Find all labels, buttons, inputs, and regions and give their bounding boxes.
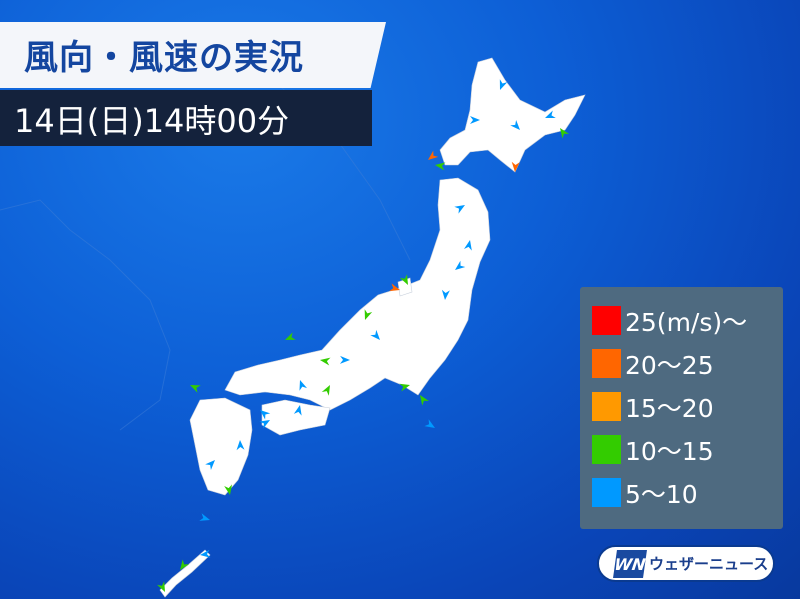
legend-label: 25(m/s)〜 — [625, 307, 748, 337]
legend-swatch — [592, 349, 621, 378]
legend-swatch — [592, 478, 621, 507]
wind-speed-legend: 25(m/s)〜 20〜25 15〜20 10〜15 5〜10 — [580, 287, 783, 529]
shikoku — [261, 399, 331, 436]
legend-swatch — [592, 306, 621, 335]
observation-datetime: 14日(日)14時00分 — [14, 102, 290, 140]
legend-swatch — [592, 435, 621, 464]
wind-arrow — [259, 420, 270, 429]
legend-item: 5〜10 — [592, 471, 783, 514]
title-band — [0, 22, 386, 88]
wind-arrow — [499, 79, 508, 90]
legend-label: 10〜15 — [625, 436, 714, 466]
wind-arrow — [441, 289, 450, 300]
legend-swatch — [592, 392, 621, 421]
wind-arrow — [320, 357, 331, 366]
legend-item: 20〜25 — [592, 342, 783, 385]
wind-arrow — [364, 309, 373, 320]
wind-arrow — [399, 274, 408, 285]
wind-arrow — [510, 119, 520, 130]
wind-arrow — [205, 460, 215, 470]
kyushu — [189, 397, 253, 496]
wind-arrows — [157, 79, 570, 592]
wind-arrow — [455, 260, 466, 270]
logo-text: ウェザーニュース — [649, 555, 769, 573]
wind-arrow — [200, 549, 211, 558]
wind-arrow — [560, 128, 570, 139]
wind-arrow — [180, 559, 190, 570]
wind-arrow — [321, 385, 330, 396]
wind-arrow — [464, 239, 472, 251]
legend-item: 15〜20 — [592, 385, 783, 428]
wind-arrow — [470, 116, 480, 124]
page-title: 風向・風速の実況 — [24, 38, 304, 78]
wind-arrow — [224, 484, 233, 495]
wind-arrow — [399, 383, 410, 392]
honshu — [224, 177, 491, 411]
legend-label: 15〜20 — [625, 393, 714, 423]
land-areas — [159, 57, 586, 598]
wind-arrow — [260, 410, 271, 420]
legend-item: 25(m/s)〜 — [592, 299, 783, 342]
wind-arrow — [424, 419, 435, 428]
wind-arrow — [236, 440, 245, 451]
weathernews-logo: WN ウェザーニュース — [597, 545, 775, 582]
wind-arrow — [199, 513, 210, 521]
wind-arrow — [544, 110, 556, 118]
wind-arrow — [454, 205, 465, 214]
wind-arrow — [299, 380, 308, 391]
wind-arrow — [370, 329, 380, 340]
okinawa-islands — [159, 549, 211, 598]
wn-logo-mark: WN — [613, 549, 647, 578]
wind-arrow — [420, 395, 429, 406]
legend-item: 10〜15 — [592, 428, 783, 471]
datetime-band — [0, 90, 372, 146]
wind-arrow — [428, 150, 439, 160]
wind-arrow — [389, 283, 400, 292]
wind-arrow — [190, 385, 201, 393]
wind-arrow — [511, 161, 520, 172]
wind-arrow — [339, 355, 350, 364]
wind-arrow — [157, 581, 165, 592]
wind-arrow — [293, 405, 302, 416]
wind-arrow — [434, 162, 446, 171]
hokkaido — [439, 57, 586, 173]
legend-label: 20〜25 — [625, 350, 714, 380]
wind-arrow — [285, 332, 296, 340]
legend-label: 5〜10 — [625, 479, 698, 509]
